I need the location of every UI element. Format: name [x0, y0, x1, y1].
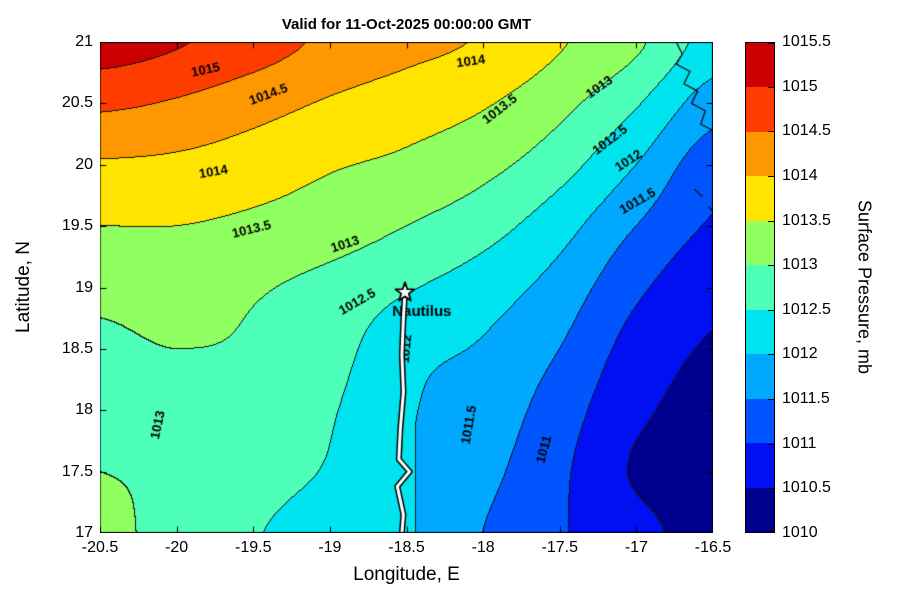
x-tick-label: -20 [165, 539, 189, 556]
y-tick-label: 19 [75, 278, 93, 296]
colorbar-tick-label: 1011 [782, 434, 817, 452]
y-tick-label: 20.5 [61, 94, 93, 112]
colorbar-tick-label: 1010 [782, 524, 818, 541]
colorbar-band [746, 87, 774, 132]
colorbar-tick-mark [768, 131, 774, 133]
x-tick-label: -18 [471, 539, 495, 556]
y-tick-label: 17 [75, 524, 93, 541]
colorbar-tick-mark [768, 488, 774, 490]
x-tick-label: -16.5 [694, 539, 732, 556]
x-tick-label: -17 [624, 539, 648, 556]
colorbar-tick-mark [768, 265, 774, 267]
colorbar-tick-label: 1015 [782, 77, 818, 95]
y-axis-label: Latitude, N [13, 241, 34, 333]
colorbar-tick-label: 1011.5 [782, 390, 830, 408]
x-tick-label: -19.5 [235, 539, 272, 556]
colorbar-tick-label: 1014.5 [782, 122, 831, 140]
colorbar-band [746, 220, 774, 266]
colorbar-band [746, 487, 774, 532]
colorbar-band [746, 354, 774, 399]
colorbar [745, 42, 775, 533]
colorbar-tick-label: 1010.5 [782, 479, 831, 497]
y-tick-label: 18.5 [61, 339, 93, 357]
y-tick-label: 20 [75, 155, 93, 173]
x-tick-label: -18.5 [388, 539, 425, 556]
y-tick-label: 17.5 [61, 462, 93, 480]
colorbar-tick-label: 1012.5 [782, 300, 831, 318]
colorbar-tick-mark [768, 309, 774, 311]
colorbar-tick-label: 1013.5 [782, 211, 831, 229]
colorbar-band [746, 398, 774, 444]
colorbar-band [746, 443, 774, 488]
colorbar-label: Surface Pressure, mb [854, 199, 875, 375]
colorbar-tick-label: 1013 [782, 256, 818, 274]
colorbar-tick-mark [768, 399, 774, 401]
y-tick-label: 21 [75, 33, 93, 50]
colorbar-tick-mark [768, 443, 774, 445]
plot-title: Valid for 11-Oct-2025 00:00:00 GMT [281, 16, 532, 33]
colorbar-tick-mark [768, 86, 774, 88]
y-tick-label: 19.5 [61, 217, 93, 235]
contour-plot-canvas [100, 42, 713, 533]
y-tick-label: 18 [75, 401, 93, 419]
colorbar-tick-mark [768, 531, 774, 532]
colorbar-tick-label: 1015.5 [782, 33, 831, 50]
colorbar-band [746, 176, 774, 221]
colorbar-tick-label: 1012 [782, 345, 818, 363]
colorbar-band [746, 131, 774, 177]
colorbar-band [746, 265, 774, 310]
colorbar-tick-mark [768, 220, 774, 222]
x-tick-label: -19 [318, 539, 342, 556]
colorbar-tick-mark [768, 175, 774, 177]
colorbar-tick-mark [768, 43, 774, 44]
x-tick-label: -20.5 [81, 539, 119, 556]
x-axis-label: Longitude, E [353, 564, 460, 585]
colorbar-band [746, 43, 774, 88]
colorbar-tick-mark [768, 354, 774, 356]
colorbar-tick-label: 1014 [782, 166, 818, 184]
x-tick-label: -17.5 [541, 539, 578, 556]
colorbar-band [746, 309, 774, 355]
